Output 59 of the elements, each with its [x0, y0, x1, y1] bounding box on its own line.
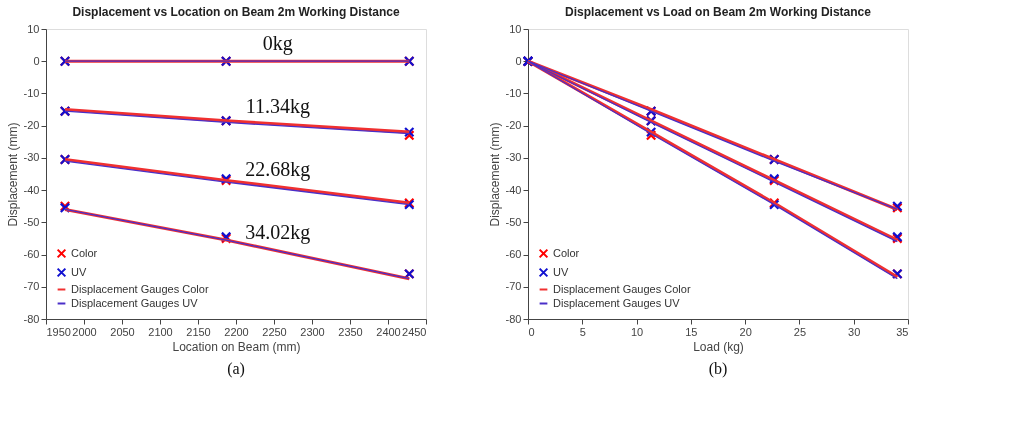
x-tick-label: 1950 — [46, 325, 71, 338]
legend-label: Color — [553, 246, 580, 259]
annotation: 11.34kg — [245, 94, 310, 118]
x-tick-label: 15 — [685, 325, 698, 338]
x-tick-label: 20 — [739, 325, 752, 338]
x-tick-label: 2450 — [402, 325, 427, 338]
legend-label: UV — [71, 265, 87, 278]
y-axis-title: Displacement (mm) — [5, 122, 20, 227]
y-tick-label: 10 — [27, 22, 40, 35]
x-tick-label: 2300 — [300, 325, 325, 338]
y-tick-label: -20 — [23, 119, 40, 132]
x-tick-label: 2400 — [376, 325, 401, 338]
annotation: 0kg — [262, 31, 293, 55]
x-tick-label: 2200 — [224, 325, 249, 338]
y-tick-label: -80 — [505, 312, 522, 325]
x-tick-label: 5 — [579, 325, 586, 338]
chart-title: Displacement vs Load on Beam 2m Working Distance — [565, 5, 872, 19]
legend-label: Displacement Gauges UV — [71, 296, 199, 309]
y-tick-label: -10 — [23, 86, 40, 99]
y-tick-label: -80 — [23, 312, 40, 325]
y-tick-label: -70 — [505, 280, 522, 293]
y-tick-label: -60 — [23, 248, 40, 261]
annotation: 34.02kg — [245, 221, 311, 245]
x-axis-title: Load (kg) — [693, 339, 744, 354]
x-tick-label: 10 — [630, 325, 644, 338]
y-tick-label: 0 — [33, 54, 40, 67]
text: (a) — [227, 360, 245, 378]
y-tick-label: -40 — [23, 183, 40, 196]
x-tick-label: 0 — [528, 325, 535, 338]
legend-label: Displacement Gauges Color — [71, 282, 209, 295]
y-tick-label: -50 — [23, 215, 40, 228]
legend-label: Displacement Gauges Color — [553, 282, 691, 295]
legend-label: UV — [553, 265, 569, 278]
y-tick-label: 10 — [509, 22, 522, 35]
y-tick-label: -20 — [505, 119, 522, 132]
y-tick-label: 0 — [515, 54, 522, 67]
x-tick-label: 2100 — [148, 325, 173, 338]
legend-label: Color — [71, 246, 98, 259]
x-tick-label: 2150 — [186, 325, 211, 338]
y-tick-label: -10 — [505, 86, 522, 99]
y-tick-label: -60 — [505, 248, 522, 261]
x-tick-label: 2000 — [72, 325, 97, 338]
annotation: 22.68kg — [245, 158, 311, 182]
x-tick-label: 2250 — [262, 325, 287, 338]
x-axis-title: Location on Beam (mm) — [172, 339, 301, 354]
x-tick-label: 30 — [848, 325, 861, 338]
y-tick-label: -30 — [23, 151, 40, 164]
chart-title: Displacement vs Location on Beam 2m Working Distance — [72, 5, 400, 19]
y-tick-label: -50 — [505, 215, 522, 228]
x-tick-label: 2050 — [110, 325, 135, 338]
x-tick-label: 35 — [896, 325, 909, 338]
y-axis-title: Displacement (mm) — [487, 122, 502, 227]
y-tick-label: -70 — [23, 280, 40, 293]
x-tick-label: 2350 — [338, 325, 363, 338]
x-tick-label: 25 — [793, 325, 807, 338]
legend-label: Displacement Gauges UV — [553, 296, 681, 309]
y-tick-label: -30 — [505, 151, 522, 164]
y-tick-label: -40 — [505, 183, 522, 196]
text: (b) — [708, 360, 728, 378]
